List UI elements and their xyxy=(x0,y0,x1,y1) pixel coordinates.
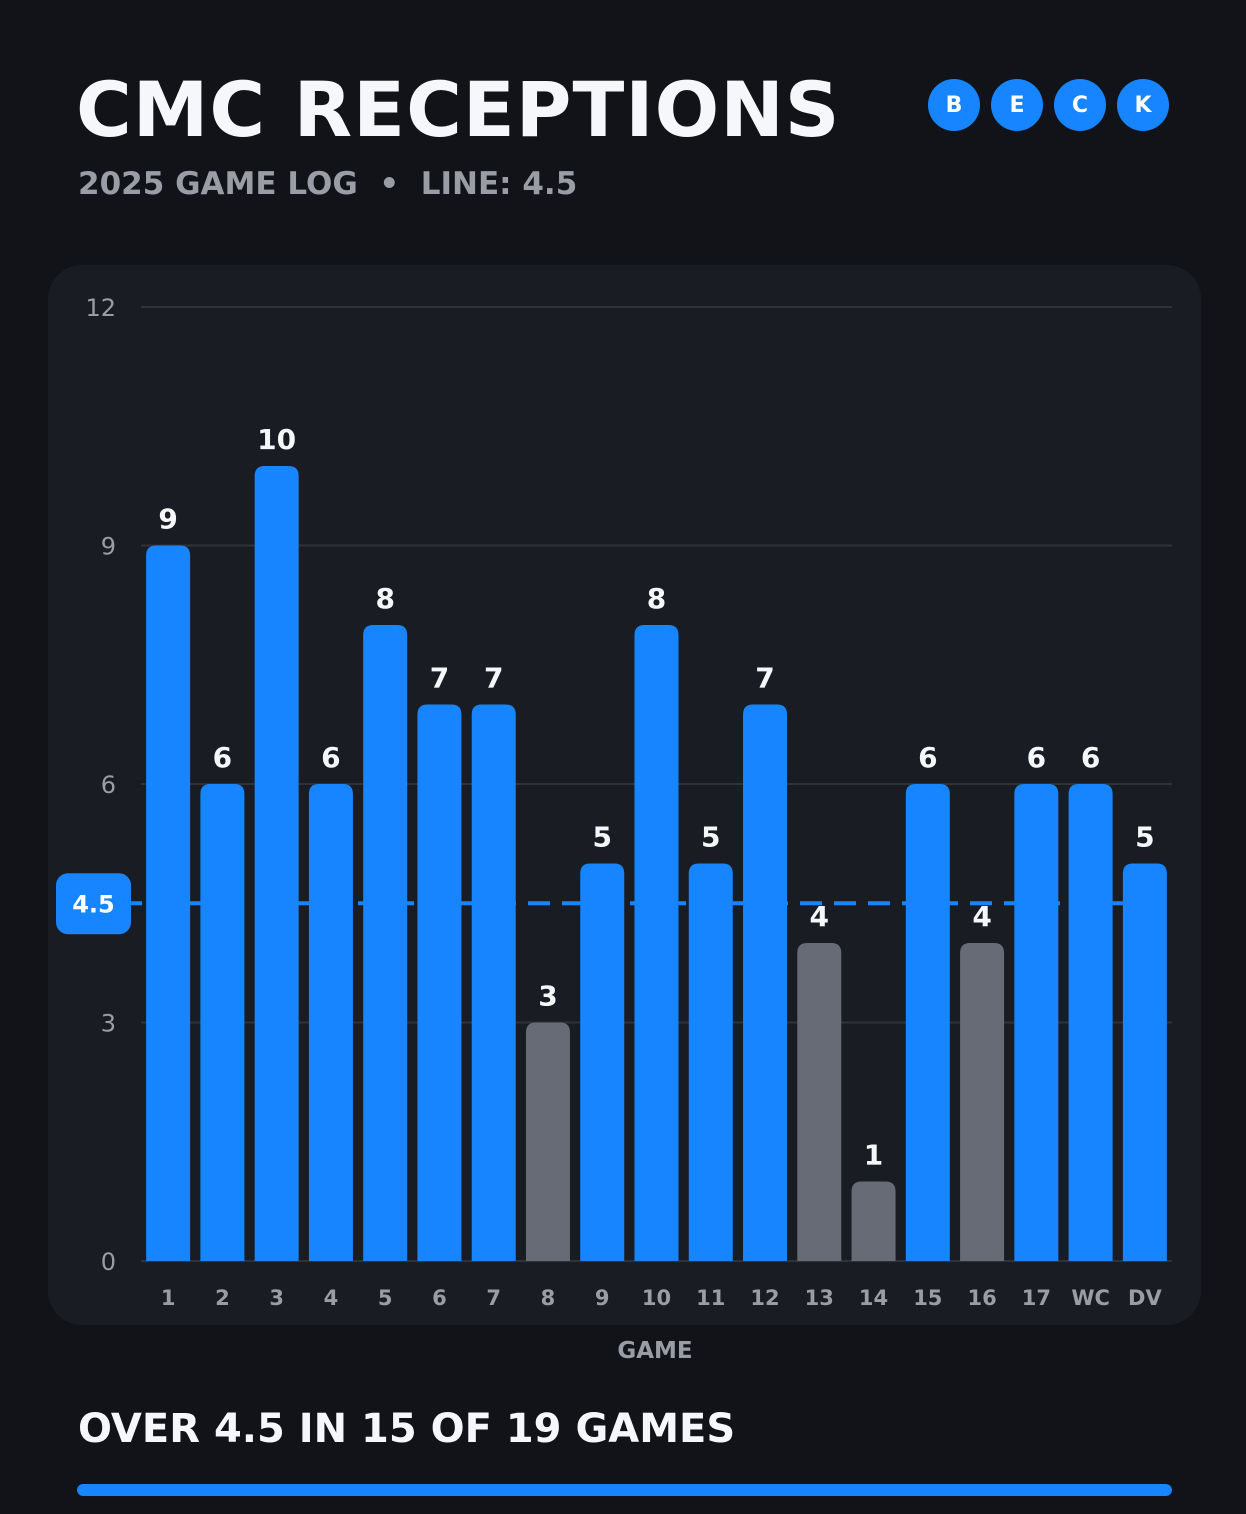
x-tick-label: 1 xyxy=(161,1286,176,1310)
bar-game-4 xyxy=(308,784,353,1261)
bar-value-label: 5 xyxy=(592,821,611,854)
page-title: CMC RECEPTIONS xyxy=(76,65,841,154)
badge-c: C xyxy=(1054,79,1106,131)
x-tick-label: 6 xyxy=(432,1286,447,1310)
bar-game-7 xyxy=(471,704,516,1261)
x-tick-label: 8 xyxy=(541,1286,556,1310)
bar-value-label: 9 xyxy=(158,503,177,536)
x-tick-label: 4 xyxy=(324,1286,339,1310)
bar-value-label: 5 xyxy=(1135,821,1154,854)
x-tick-label: 9 xyxy=(595,1286,610,1310)
bar-value-label: 4 xyxy=(972,900,991,933)
bar-game-12 xyxy=(743,704,788,1261)
reference-line-label: 4.5 xyxy=(72,890,115,918)
summary-progress-fill xyxy=(77,1484,1172,1496)
x-tick-labels: 1 2 3 4 5 6 7 8 9 10 11 12 13 14 15 16 17 WC DV xyxy=(161,1286,1163,1310)
bar-value-label: 3 xyxy=(538,980,557,1013)
bar-value-label: 6 xyxy=(321,741,340,774)
x-tick-label: 2 xyxy=(215,1286,230,1310)
bar-value-label: 8 xyxy=(647,582,666,615)
bar-game-9 xyxy=(580,863,625,1261)
reference-line-badge xyxy=(56,873,131,935)
bar-value-label: 6 xyxy=(1081,741,1100,774)
badge-b: B xyxy=(928,79,980,131)
bar-game-13 xyxy=(797,943,842,1261)
bar-game-2 xyxy=(200,784,245,1261)
bar-game-15 xyxy=(905,784,950,1261)
x-tick-label: 10 xyxy=(642,1286,671,1310)
y-tick-label: 6 xyxy=(101,771,116,799)
x-tick-label: 17 xyxy=(1022,1286,1051,1310)
y-tick-label: 12 xyxy=(85,294,116,322)
bar-value-label: 6 xyxy=(1027,741,1046,774)
x-tick-label: WC xyxy=(1071,1286,1110,1310)
bar-value-label: 7 xyxy=(430,662,449,695)
x-tick-label: 15 xyxy=(913,1286,942,1310)
bar-value-label: 6 xyxy=(918,741,937,774)
x-tick-label: 14 xyxy=(859,1286,888,1310)
bar-game-11 xyxy=(688,863,733,1261)
bar-value-label: 6 xyxy=(213,741,232,774)
page-subtitle: 2025 GAME LOG • LINE: 4.5 xyxy=(78,166,578,202)
bar-game-3 xyxy=(254,466,299,1261)
summary-text: OVER 4.5 IN 15 OF 19 GAMES xyxy=(78,1406,736,1452)
bar-game-10 xyxy=(634,625,679,1261)
bar-value-label: 1 xyxy=(864,1139,883,1172)
x-tick-label: 11 xyxy=(696,1286,725,1310)
bar-value-label: 8 xyxy=(375,582,394,615)
gridlines: 0 3 6 9 12 xyxy=(85,294,1172,1276)
x-tick-label: 12 xyxy=(750,1286,779,1310)
bar-game-8 xyxy=(525,1022,570,1261)
y-tick-label: 3 xyxy=(101,1010,116,1038)
bar-game-6 xyxy=(417,704,462,1261)
x-axis-title: GAME xyxy=(617,1338,693,1364)
summary-progress-bar xyxy=(77,1484,1172,1496)
bar-game-dv xyxy=(1122,863,1167,1261)
badge-e: E xyxy=(991,79,1043,131)
bar-value-label: 5 xyxy=(701,821,720,854)
bar-value-label: 4 xyxy=(810,900,829,933)
x-tick-label: 13 xyxy=(805,1286,834,1310)
x-tick-label: DV xyxy=(1128,1286,1162,1310)
bar-game-5 xyxy=(363,625,408,1261)
x-tick-label: 16 xyxy=(967,1286,996,1310)
bar-game-16 xyxy=(960,943,1005,1261)
bar-value-label: 10 xyxy=(257,423,296,456)
y-tick-label: 9 xyxy=(101,533,116,561)
bar-value-label: 7 xyxy=(755,662,774,695)
bar-value-label: 7 xyxy=(484,662,503,695)
bar-game-14 xyxy=(851,1181,896,1261)
x-tick-label: 5 xyxy=(378,1286,393,1310)
x-tick-label: 3 xyxy=(269,1286,284,1310)
x-tick-label: 7 xyxy=(486,1286,501,1310)
bar-game-17 xyxy=(1014,784,1059,1261)
y-tick-label: 0 xyxy=(101,1248,116,1276)
bar-value-labels: 9 6 10 6 8 7 7 3 5 8 5 7 4 1 6 4 6 6 5 xyxy=(158,423,1154,1172)
badge-k: K xyxy=(1117,79,1169,131)
bar-game-wc xyxy=(1068,784,1113,1261)
reference-line-group: 4.5 xyxy=(56,873,1172,935)
badge-group: B E C K xyxy=(928,79,1169,131)
